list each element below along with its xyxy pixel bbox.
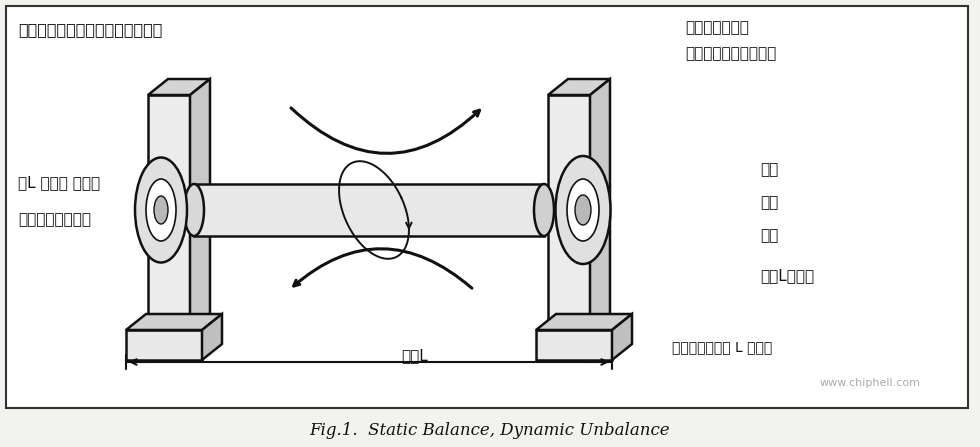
Polygon shape bbox=[590, 79, 610, 330]
Ellipse shape bbox=[556, 156, 611, 264]
Ellipse shape bbox=[154, 196, 168, 224]
Polygon shape bbox=[190, 79, 210, 330]
Ellipse shape bbox=[534, 184, 554, 236]
Text: www.chiphell.com: www.chiphell.com bbox=[820, 378, 921, 388]
Text: 风扇: 风扇 bbox=[760, 195, 778, 210]
Text: 当L 足够短 的时候: 当L 足够短 的时候 bbox=[18, 175, 100, 190]
Text: 车轮: 车轮 bbox=[760, 162, 778, 177]
Text: 这个摆动可以忽略: 这个摆动可以忽略 bbox=[18, 212, 91, 227]
Text: 长度L: 长度L bbox=[402, 348, 428, 363]
Text: 都是L比较短: 都是L比较短 bbox=[760, 268, 814, 283]
Ellipse shape bbox=[146, 179, 176, 241]
Polygon shape bbox=[612, 314, 632, 360]
Bar bbox=[6, 6, 968, 408]
Text: 水泵: 水泵 bbox=[760, 228, 778, 243]
Ellipse shape bbox=[575, 195, 591, 225]
Text: Fig.1.  Static Balance, Dynamic Unbalance: Fig.1. Static Balance, Dynamic Unbalance bbox=[310, 422, 670, 439]
Ellipse shape bbox=[184, 184, 204, 236]
Text: 要消除这个摆动: 要消除这个摆动 bbox=[685, 20, 749, 35]
Text: 发动机曲轴才是 L 比较长: 发动机曲轴才是 L 比较长 bbox=[672, 340, 772, 354]
Polygon shape bbox=[148, 79, 210, 95]
Ellipse shape bbox=[567, 179, 599, 241]
Polygon shape bbox=[126, 314, 222, 330]
Polygon shape bbox=[548, 79, 610, 95]
Polygon shape bbox=[126, 330, 202, 360]
Polygon shape bbox=[148, 95, 190, 330]
Polygon shape bbox=[548, 95, 590, 330]
Polygon shape bbox=[194, 184, 544, 236]
Polygon shape bbox=[202, 314, 222, 360]
Text: 才是真正的二面动平衡: 才是真正的二面动平衡 bbox=[685, 46, 776, 61]
Ellipse shape bbox=[135, 157, 187, 262]
Text: 这玩意转起来的时候，会有个摆动: 这玩意转起来的时候，会有个摆动 bbox=[18, 22, 163, 37]
Polygon shape bbox=[536, 314, 632, 330]
Polygon shape bbox=[536, 330, 612, 360]
